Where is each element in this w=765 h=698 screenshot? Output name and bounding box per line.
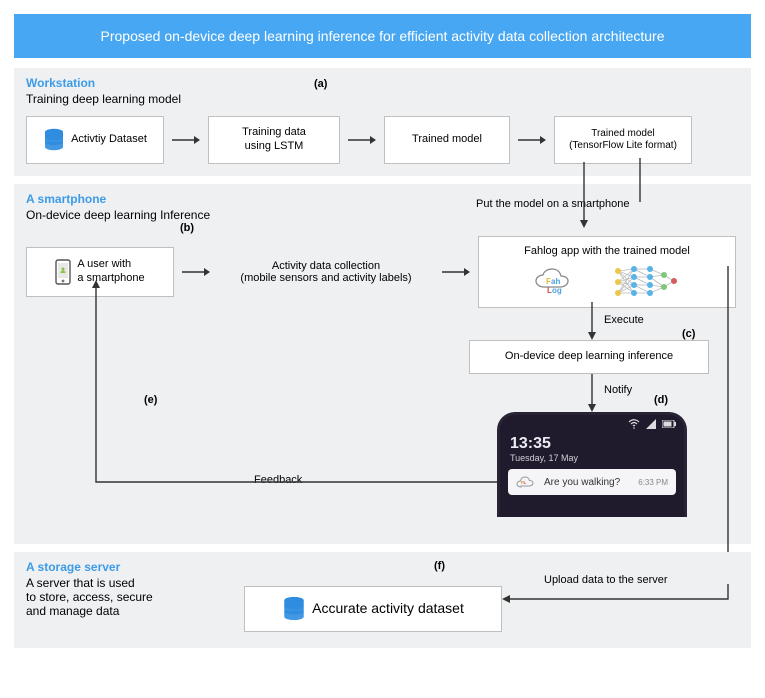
smartphone-subtitle: On-device deep learning Inference [26, 208, 739, 222]
label-execute: Execute [604, 314, 644, 326]
arrow-icon [172, 134, 200, 146]
arrow-icon [518, 134, 546, 146]
label-put-model: Put the model on a smartphone [476, 198, 629, 210]
box-user-label: A user with a smartphone [77, 258, 144, 286]
connector-feedback [84, 280, 504, 500]
marker-f: (f) [434, 560, 445, 572]
box-accurate-dataset-label: Accurate activity dataset [312, 600, 464, 618]
box-accurate-dataset: Accurate activity dataset [244, 586, 502, 632]
notification-timestamp: 6:33 PM [638, 478, 668, 487]
section-storage: A storage server A server that is used t… [14, 552, 751, 648]
storage-title: A storage server [26, 560, 739, 574]
label-feedback: Feedback [254, 474, 302, 486]
arrow-icon [442, 266, 470, 278]
box-inference: On-device deep learning inference [469, 340, 709, 374]
smartphone-title: A smartphone [26, 192, 739, 206]
smartphone-row1: A user with a smartphone Activity data c… [26, 236, 739, 308]
box-activity-dataset: Activtiy Dataset [26, 116, 164, 164]
wifi-icon [628, 419, 640, 429]
title-bar: Proposed on-device deep learning inferen… [14, 14, 751, 58]
section-workstation: Workstation Training deep learning model… [14, 68, 751, 176]
connector-fahlog-to-upload [722, 266, 734, 576]
box-fahlog-label: Fahlog app with the trained model [524, 245, 690, 259]
marker-e: (e) [144, 394, 157, 406]
box-training-lstm: Training data using LSTM [208, 116, 340, 164]
workstation-row: Activtiy Dataset Training data using LST… [26, 116, 739, 164]
arrow-icon [182, 266, 210, 278]
database-icon [43, 128, 65, 152]
box-fahlog-app: Fahlog app with the trained model F ah L… [478, 236, 736, 308]
notification-text: Are you walking? [544, 477, 620, 488]
phone-datetime: 13:35 Tuesday, 17 May [500, 433, 684, 467]
signal-icon [646, 419, 656, 429]
phone-day: Tuesday, 17 May [510, 453, 674, 463]
marker-b: (b) [180, 222, 194, 234]
database-icon [282, 596, 306, 622]
battery-icon [662, 420, 676, 428]
marker-c: (c) [682, 328, 695, 340]
box-tflite-model: Trained model (TensorFlow Lite format) [554, 116, 692, 164]
label-upload: Upload data to the server [544, 574, 668, 586]
connector-notify [584, 374, 600, 412]
svg-text:og: og [552, 286, 562, 295]
svg-text:ah: ah [551, 277, 560, 286]
arrow-icon [348, 134, 376, 146]
workstation-subtitle: Training deep learning model [26, 92, 739, 106]
marker-d: (d) [654, 394, 668, 406]
neural-net-icon [612, 265, 680, 299]
box-trained-model: Trained model [384, 116, 510, 164]
workstation-title: Workstation [26, 76, 739, 90]
fahlog-logo-icon: F ah L og [534, 267, 586, 297]
box-user-smartphone: A user with a smartphone [26, 247, 174, 297]
label-notify: Notify [604, 384, 632, 396]
fahlog-logo-icon: F L [516, 475, 538, 489]
phone-notification: F L Are you walking? 6:33 PM [508, 469, 676, 495]
marker-a: (a) [314, 78, 327, 90]
phone-mockup: 13:35 Tuesday, 17 May F L Are you walkin… [497, 412, 687, 517]
svg-text:L: L [524, 480, 527, 485]
box-activity-dataset-label: Activtiy Dataset [71, 133, 147, 147]
phone-time: 13:35 [510, 435, 674, 453]
smartphone-icon [55, 259, 71, 285]
phone-statusbar [500, 415, 684, 433]
label-activity-collection: Activity data collection (mobile sensors… [218, 260, 434, 284]
section-smartphone: A smartphone On-device deep learning Inf… [14, 184, 751, 544]
